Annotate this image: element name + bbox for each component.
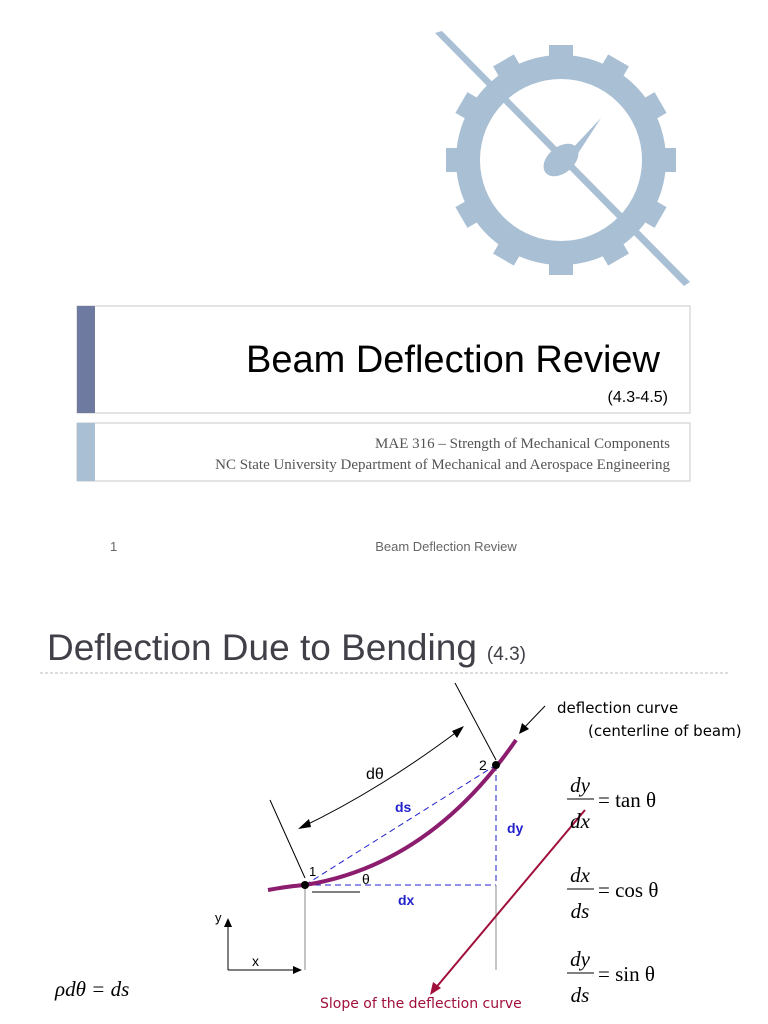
eq-num: dy (570, 947, 591, 971)
eq-den: ds (571, 983, 590, 1007)
subtitle-bar (77, 423, 95, 481)
title-bar (77, 306, 95, 413)
arrowhead (430, 982, 441, 995)
label-pointer (521, 705, 546, 731)
eq-rhs: = tan θ (598, 788, 656, 812)
title-box (76, 305, 691, 414)
arrowhead (519, 723, 529, 734)
dx-label: dx (398, 892, 415, 908)
eq-rhs: = sin θ (598, 962, 655, 986)
y-axis-label: y (215, 910, 222, 925)
curve-label: deflection curve (557, 699, 678, 717)
point1-label: 1 (309, 864, 316, 879)
department-line: NC State University Department of Mechan… (215, 457, 670, 473)
title-text: Deflection Due to Bending (47, 627, 477, 668)
arrowhead (224, 918, 232, 927)
diagram: deflection curve (centerline of beam) dθ… (215, 682, 742, 1012)
page-number: 1 (110, 539, 117, 554)
footer-title: Beam Deflection Review (375, 539, 517, 554)
radius-line (454, 682, 497, 761)
gear-logo (435, 31, 690, 286)
ds-line (304, 764, 497, 886)
deflection-curve (267, 738, 518, 892)
slope-pointer (433, 809, 586, 991)
curve-note: (centerline of beam) (588, 722, 742, 740)
eq-rhs: = cos θ (598, 878, 658, 902)
subtitle-box (76, 422, 691, 482)
title-ref: (4.3) (487, 644, 526, 665)
radius-line (269, 799, 306, 879)
theta-label: θ (362, 871, 370, 887)
slope-label: Slope of the deflection curve (320, 996, 522, 1012)
arrowhead (298, 819, 311, 829)
angle-arc (299, 727, 463, 829)
eq-den: dx (570, 809, 591, 833)
slide2-title: Deflection Due to Bending (4.3) (47, 627, 526, 668)
x-axis-label: x (252, 953, 259, 969)
point (301, 881, 309, 889)
eq-num: dx (570, 863, 591, 887)
ds-label: ds (395, 799, 412, 815)
course-line: MAE 316 – Strength of Mechanical Compone… (375, 436, 670, 452)
point (492, 761, 500, 769)
arrowhead (452, 726, 464, 738)
eq-num: dy (570, 773, 591, 797)
curvature-eq: ρdθ = ds (54, 977, 129, 1001)
equations: dy dx = tan θ dx ds = cos θ dy ds = sin … (54, 773, 658, 1007)
slide-title: Beam Deflection Review (246, 339, 661, 381)
dy-label: dy (507, 820, 524, 836)
section-ref: (4.3-4.5) (608, 389, 668, 406)
eq-den: ds (571, 899, 590, 923)
angle-label: dθ (366, 766, 384, 783)
point2-label: 2 (479, 757, 487, 773)
arrowhead (293, 966, 302, 974)
